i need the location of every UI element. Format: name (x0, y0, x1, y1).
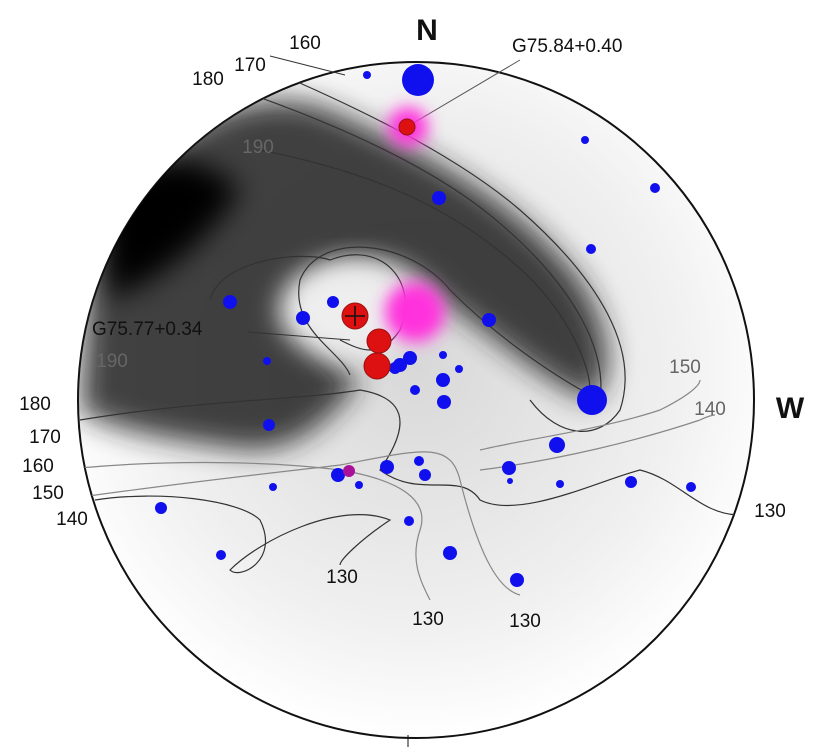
labels: N W G75.84+0.40 G75.77+0.34 160 170 180 190… (19, 14, 805, 632)
contour-line (214, 81, 602, 401)
source-dot (455, 365, 463, 373)
contour-line (479, 414, 716, 471)
source-dot (502, 461, 516, 475)
contour-label: 150 (669, 357, 701, 378)
contour-label: 130 (509, 611, 541, 632)
source-dot (410, 385, 420, 395)
source-dot (650, 183, 660, 193)
contour-line (78, 461, 431, 601)
source-dot (436, 373, 450, 387)
contour-label: 170 (29, 427, 61, 448)
source-dot (389, 362, 401, 374)
contour-label: 190 (96, 351, 128, 372)
sources (155, 64, 696, 587)
contour-label: 150 (32, 483, 64, 504)
source-dot (404, 516, 414, 526)
contour-line (269, 69, 626, 432)
hii-region (398, 118, 416, 136)
source-dot (402, 64, 434, 96)
leader-line (409, 59, 521, 126)
source-dot (581, 136, 589, 144)
source-label: G75.77+0.34 (92, 319, 203, 340)
leader-line (247, 331, 351, 341)
maser-glow (385, 282, 445, 342)
source-dot (223, 295, 237, 309)
north-label: N (416, 14, 438, 47)
source-dot (263, 419, 275, 431)
contour-line (479, 379, 701, 451)
contour-label: 130 (754, 501, 786, 522)
contour-label: 160 (22, 456, 54, 477)
source-dot (437, 395, 451, 409)
hii-region (366, 328, 392, 354)
contours (78, 69, 741, 601)
contour-line (259, 149, 591, 391)
source-dot (269, 483, 277, 491)
source-dot (686, 482, 696, 492)
contour-line (79, 389, 741, 516)
source-label: G75.84+0.40 (512, 36, 622, 57)
leader-line (269, 55, 346, 76)
source-dot (482, 313, 496, 327)
hii-region (363, 352, 391, 380)
source-dot (263, 357, 271, 365)
source-dot (343, 465, 355, 477)
contour-label: 160 (289, 33, 321, 54)
source-dot (355, 481, 363, 489)
source-dot (331, 468, 345, 482)
west-label: W (776, 392, 805, 425)
contour-label: 180 (192, 69, 224, 90)
source-dot (577, 385, 607, 415)
source-dot (507, 478, 513, 484)
contour-label: 180 (19, 394, 51, 415)
source-dot (403, 351, 417, 365)
source-dot (414, 456, 424, 466)
contour-line (94, 495, 392, 574)
source-dot (549, 437, 565, 453)
source-dot (439, 351, 447, 359)
source-dot (443, 546, 457, 560)
source-dot (419, 469, 431, 481)
contour-line (78, 451, 521, 596)
source-dot (556, 480, 564, 488)
contour-label: 190 (242, 137, 274, 158)
contour-label: 130 (412, 609, 444, 630)
source-dot (363, 71, 371, 79)
source-dot (510, 573, 524, 587)
contour-label: 140 (694, 399, 726, 420)
contour-label: 170 (234, 55, 266, 76)
source-dot (380, 460, 394, 474)
source-dot (327, 296, 339, 308)
contour-label: 140 (56, 509, 88, 530)
source-dot (586, 244, 596, 254)
cross-mark (345, 306, 365, 326)
contour-label: 130 (326, 567, 358, 588)
source-dot (432, 191, 446, 205)
source-dot (296, 311, 310, 325)
source-dot (625, 476, 637, 488)
source-dot (155, 502, 167, 514)
source-dot (216, 550, 226, 560)
